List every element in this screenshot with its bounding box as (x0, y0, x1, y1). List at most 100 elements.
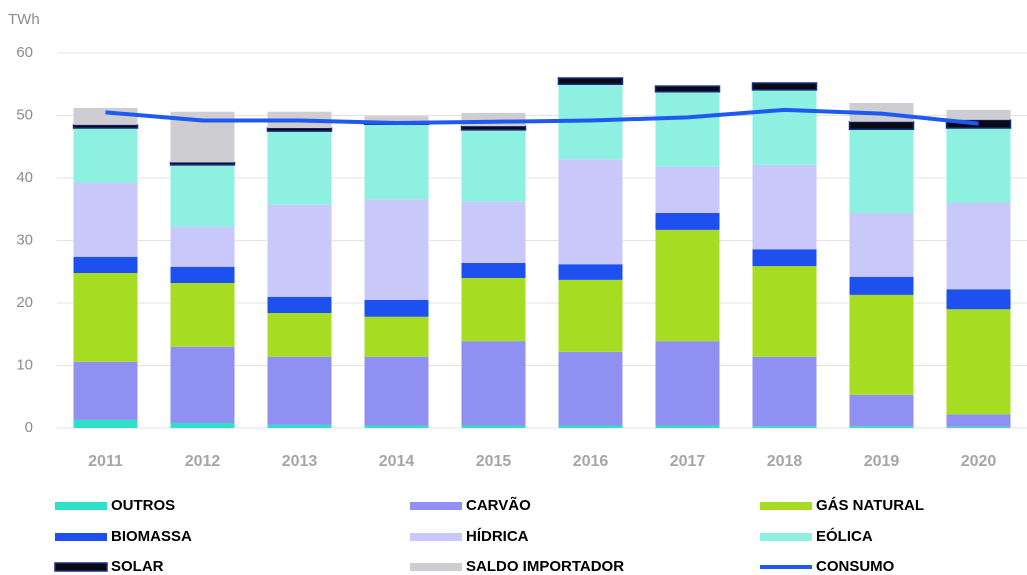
bar-segment (848, 121, 915, 130)
bar-segment (558, 264, 623, 280)
bar-segment (364, 124, 429, 200)
bar-segment (267, 296, 332, 313)
bar-segment (267, 313, 332, 357)
x-tick-label: 2015 (476, 453, 512, 470)
bar-segment (558, 159, 623, 265)
y-tick-label: 20 (16, 294, 33, 311)
y-tick-label: 50 (16, 106, 33, 123)
bar-segment (461, 201, 526, 263)
y-axis-label: TWh (8, 11, 40, 28)
bar-segment (267, 356, 332, 425)
bar-segment (73, 256, 138, 273)
bar-segment (655, 91, 720, 167)
bar-segment (946, 426, 1011, 428)
bar-segment (558, 351, 623, 426)
legend-label: CONSUMO (816, 558, 895, 575)
bar-segment (946, 128, 1011, 203)
y-tick-label: 30 (16, 231, 33, 248)
bar-segment (461, 425, 526, 428)
bar-segment (267, 424, 332, 428)
bar-segment (655, 341, 720, 426)
bar-segment (364, 425, 429, 428)
y-tick-label: 0 (25, 419, 33, 436)
bar-segment (849, 294, 914, 395)
bar-segment (946, 289, 1011, 310)
bar-segment (73, 361, 138, 420)
bar-segment (655, 229, 720, 342)
bar-segment (73, 108, 138, 125)
bar-segment (364, 299, 429, 317)
bar-segment (461, 263, 526, 278)
bar-segment (461, 341, 526, 426)
bar-segment (946, 309, 1011, 415)
bar-segment (558, 425, 623, 428)
bar-segment (364, 116, 429, 122)
legend-swatch (410, 502, 462, 510)
x-tick-label: 2019 (864, 453, 900, 470)
bar-segment (849, 276, 914, 295)
x-tick-label: 2011 (88, 453, 123, 470)
x-tick-label: 2020 (961, 453, 997, 470)
bar-segment (654, 85, 721, 93)
bar-segment (169, 161, 236, 166)
bar-segment (752, 266, 817, 357)
legend-swatch (55, 533, 107, 541)
x-tick-label: 2017 (670, 453, 706, 470)
bar-segment (170, 423, 235, 428)
bar-segment (73, 128, 138, 183)
legend-swatch (410, 533, 462, 541)
bar-segment (170, 283, 235, 347)
bar-segment (655, 166, 720, 213)
legend-label: OUTROS (111, 497, 175, 514)
bar-segment (849, 129, 914, 213)
legend-swatch (54, 562, 108, 572)
bar-segment (558, 279, 623, 352)
legend-label: HÍDRICA (466, 528, 529, 545)
bar-segment (364, 316, 429, 357)
x-tick-label: 2016 (573, 453, 609, 470)
legend-label: EÓLICA (816, 527, 873, 545)
legend-label: CARVÃO (466, 496, 531, 514)
bar-segment (849, 426, 914, 428)
bar-segment (460, 125, 527, 131)
y-tick-label: 10 (16, 356, 33, 373)
legend-swatch (55, 502, 107, 510)
x-tick-label: 2014 (379, 453, 415, 470)
legend-label: SALDO IMPORTADOR (466, 558, 624, 575)
bar-segment (655, 425, 720, 428)
x-tick-label: 2018 (767, 453, 803, 470)
bar-segment (267, 131, 332, 205)
bar-segment (73, 183, 138, 257)
legend-label: GÁS NATURAL (816, 497, 924, 514)
legend-label: SOLAR (111, 558, 164, 575)
bar-segment (946, 109, 1011, 120)
bar-segment (461, 278, 526, 342)
bar-segment (751, 82, 818, 91)
bar-segment (946, 414, 1011, 427)
bar-segment (946, 203, 1011, 290)
x-tick-label: 2012 (185, 453, 221, 470)
legend-swatch (760, 502, 812, 510)
bar-segment (170, 226, 235, 267)
bar-segment (267, 204, 332, 297)
bar-segment (170, 164, 235, 227)
line (105, 107, 979, 126)
bar-segment (849, 213, 914, 277)
bar-segment (849, 394, 914, 427)
bar-segment (752, 164, 817, 250)
x-tick-label: 2013 (282, 453, 318, 470)
bar-segment (557, 77, 624, 85)
y-tick-label: 60 (16, 44, 33, 61)
bar-segment (170, 346, 235, 423)
bar-segment (752, 426, 817, 428)
legend-swatch (760, 533, 812, 541)
bar-segment (364, 356, 429, 426)
legend-label: BIOMASSA (111, 528, 192, 545)
bar-segment (266, 127, 333, 132)
bar-segment (170, 266, 235, 283)
bar-segment (752, 249, 817, 267)
bar-segment (73, 419, 138, 428)
bar-segment (72, 124, 139, 129)
bar-segment (461, 129, 526, 202)
